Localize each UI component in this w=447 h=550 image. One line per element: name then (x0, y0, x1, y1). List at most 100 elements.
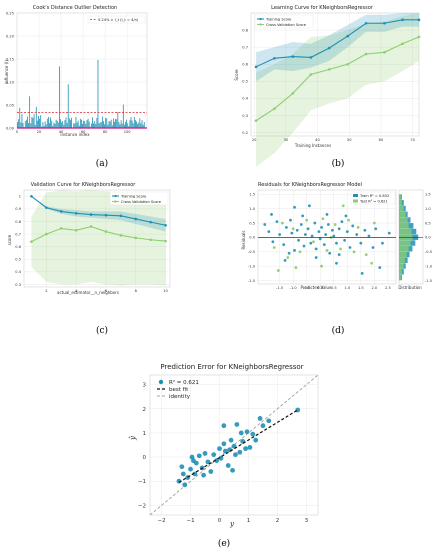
chart-a-title: Cook's Distance Outlier Detection (33, 5, 117, 11)
data-point-b (273, 56, 276, 60)
data-point-c (149, 220, 152, 224)
y-tick-label-e: 3 (143, 383, 147, 389)
y-tick-label-3: 0.0 (249, 236, 255, 240)
data-point-c (134, 217, 138, 221)
y-tick-label-2: 0.7 (15, 232, 21, 236)
y-tick-label-3: -1.5 (248, 279, 255, 283)
train-residual-point (359, 241, 363, 245)
data-point-b (346, 62, 349, 66)
prediction-point (257, 416, 263, 421)
best-fit-line (178, 409, 299, 483)
y-tick-label-3: 0.5 (249, 221, 255, 225)
histogram-bar-test (399, 200, 402, 206)
train-residual-point (335, 241, 338, 245)
prediction-point (211, 452, 217, 458)
histogram-bar-test (399, 211, 406, 218)
prediction-point (221, 423, 227, 429)
data-point-b (383, 50, 386, 54)
test-residual-point (294, 266, 298, 270)
x-tick-label-1: 50 (347, 138, 352, 142)
hist-y-tick-label: 1.0 (425, 207, 431, 211)
identity-line (149, 374, 319, 516)
train-residual-point (287, 251, 291, 255)
data-point-c (89, 213, 93, 216)
histogram-bar-test (399, 217, 408, 223)
train-residual-point (282, 243, 286, 247)
train-residual-point (351, 224, 355, 228)
y-tick-label-1: 0.2 (242, 131, 248, 135)
prediction-point (179, 464, 185, 470)
x-tick-label-3: 1.5 (358, 286, 364, 290)
train-residual-point (360, 271, 364, 275)
train-residual-point (301, 214, 305, 218)
chart-e-xlabel: y (229, 520, 235, 528)
legend-label-test: Test R² = 0.621 (359, 200, 388, 204)
legend-box-b (254, 14, 314, 29)
y-tick-label-2: 0.3 (15, 283, 21, 287)
prediction-point (221, 441, 227, 447)
legend-label-c: Cross Validation Score (121, 200, 162, 204)
prediction-point (260, 423, 266, 429)
train-residual-point (378, 266, 382, 270)
train-residual-point (306, 227, 310, 231)
data-point-b (364, 21, 368, 25)
train-residual-point (328, 251, 332, 255)
x-tick-label-3: -1.0 (290, 286, 298, 290)
train-residual-point (381, 241, 384, 245)
y-tick-label-0: 0.20 (6, 34, 15, 38)
y-tick-label-1: 0.6 (242, 63, 248, 67)
x-tick-label-e: 0 (218, 518, 222, 524)
chart-d-hist-label: Distribution (398, 285, 422, 290)
hist-y-tick-label: -1.5 (425, 279, 432, 283)
data-point-b (309, 56, 313, 59)
plot-area-a (16, 12, 148, 129)
legend-marker-points (158, 379, 164, 385)
test-residual-point (370, 261, 374, 265)
train-residual-point (335, 261, 338, 265)
legend-label-identity: identity (169, 394, 191, 400)
train-residual-point (367, 234, 371, 238)
data-point-c (149, 238, 152, 242)
x-tick-label-3: 0.5 (331, 286, 337, 290)
prediction-point (208, 469, 214, 474)
x-tick-label-e: 1 (247, 518, 251, 524)
data-point-c (59, 227, 63, 230)
x-tick-label-1: 60 (379, 138, 384, 142)
prediction-point (266, 418, 272, 424)
data-point-c (89, 225, 93, 228)
train-residual-point (308, 204, 311, 208)
data-point-b (346, 34, 349, 38)
histogram-bar-test (399, 269, 402, 275)
train-residual-point (344, 214, 348, 218)
y-tick-label-1: 0.8 (242, 28, 248, 32)
train-residual-point (345, 230, 349, 234)
data-point-b (327, 68, 331, 71)
train-residual-point (263, 223, 267, 226)
x-tick-label-1: 40 (315, 138, 320, 142)
data-point-b (291, 91, 295, 95)
legend-label-bestfit: best fit (169, 387, 189, 393)
test-residual-point (298, 250, 302, 254)
data-point-b (364, 52, 368, 56)
test-residual-point (305, 218, 309, 222)
residuals-chart: Residuals for KNeighborsRegressor Model … (241, 182, 433, 336)
legend-marker-b (259, 17, 262, 21)
histogram-bar-test (399, 257, 405, 264)
train-residual-point (302, 244, 306, 248)
prediction-point (180, 471, 186, 477)
x-tick-label-0: 0 (16, 130, 19, 134)
train-residual-point (337, 253, 341, 257)
data-point-c (45, 206, 48, 209)
confidence-band-c (31, 190, 166, 286)
test-residual-point (291, 227, 295, 231)
train-residual-point (337, 227, 341, 231)
train-residual-point (387, 231, 391, 235)
x-tick-label-e: 3 (305, 518, 309, 524)
chart-d-xlabel: Predicted Value (300, 285, 332, 290)
x-tick-label-0: 20 (37, 130, 42, 134)
prediction-point (217, 446, 222, 452)
prediction-point (182, 482, 188, 488)
plot-area-d (257, 189, 397, 285)
data-point-c (59, 210, 63, 213)
